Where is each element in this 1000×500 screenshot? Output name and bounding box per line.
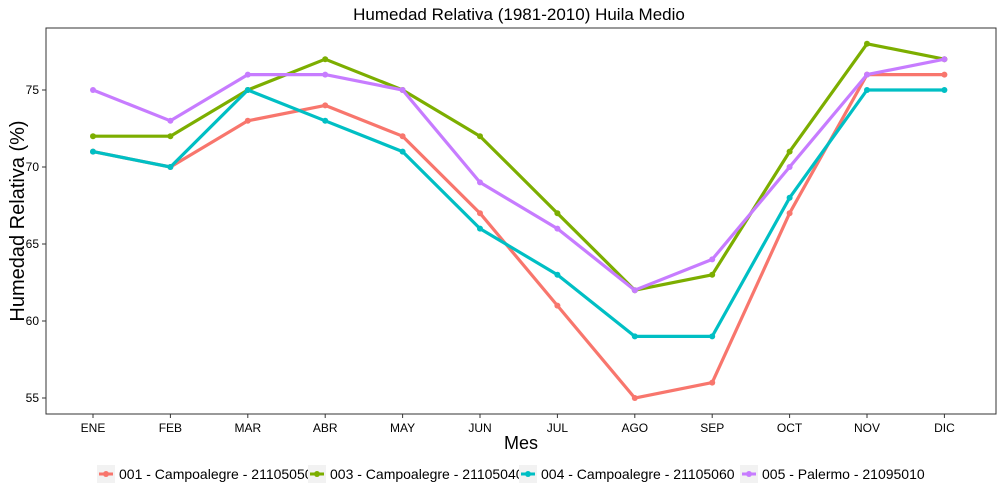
data-point [399, 148, 406, 155]
data-point [322, 102, 329, 109]
data-point [90, 133, 96, 140]
data-point [322, 117, 329, 124]
data-point [554, 271, 561, 278]
legend-item: 001 - Campoalegre - 21105050 [97, 465, 313, 483]
x-tick-label: OCT [777, 421, 803, 435]
x-tick-label: JUN [468, 421, 491, 435]
data-point [90, 87, 96, 93]
series-line [91, 72, 947, 400]
x-tick-label: AGO [621, 421, 648, 435]
y-axis: 55 60 65 70 75 [26, 83, 46, 405]
data-point [864, 87, 870, 93]
y-tick-label: 65 [26, 237, 40, 251]
x-axis-title: Mes [504, 433, 538, 453]
data-point [631, 333, 638, 340]
data-point [941, 71, 948, 78]
data-point [90, 148, 96, 155]
data-point [322, 71, 329, 78]
data-point [554, 225, 561, 232]
data-point [786, 210, 793, 217]
data-point [244, 71, 251, 78]
legend-label: 005 - Palermo - 21095010 [762, 466, 925, 482]
x-tick-label: DIC [934, 421, 955, 435]
data-point [786, 164, 793, 170]
x-tick-label: ENE [81, 421, 106, 435]
data-point [709, 271, 716, 278]
legend-item: 005 - Palermo - 21095010 [740, 465, 925, 483]
data-point [941, 56, 948, 63]
legend-label: 001 - Campoalegre - 21105050 [119, 466, 313, 482]
data-point [399, 87, 406, 93]
data-point [167, 117, 174, 124]
x-tick-label: NOV [854, 421, 880, 435]
series-line [91, 88, 947, 338]
data-point [322, 56, 329, 63]
x-tick-label: MAY [390, 421, 415, 435]
series-layer [90, 40, 948, 401]
data-point [554, 210, 561, 217]
data-point [786, 194, 793, 201]
x-tick-label: JUL [547, 421, 569, 435]
y-tick-label: 60 [26, 314, 40, 328]
x-axis: ENE FEB MAR ABR MAY JUN JUL AGO SEP OCT NOV DIC [81, 414, 955, 435]
y-tick-label: 55 [26, 391, 40, 405]
y-tick-label: 70 [26, 160, 40, 174]
data-point [709, 256, 716, 263]
data-point [941, 87, 948, 93]
data-point [864, 71, 870, 78]
legend-key-point [103, 471, 109, 477]
legend-label: 004 - Campoalegre - 21105060 [541, 466, 735, 482]
x-tick-label: ABR [313, 421, 338, 435]
y-tick-label: 75 [26, 83, 40, 97]
data-point [554, 302, 561, 309]
x-tick-label: FEB [159, 421, 182, 435]
legend-key-point [525, 471, 531, 477]
data-point [399, 133, 406, 140]
x-tick-label: SEP [700, 421, 724, 435]
y-axis-title: Humedad Relativa (%) [7, 120, 29, 321]
legend-item: 003 - Campoalegre - 21105040 [308, 465, 524, 483]
data-point [786, 148, 793, 155]
data-point [477, 133, 483, 140]
plot-panel [45, 27, 997, 415]
data-point [477, 210, 483, 217]
data-point [477, 179, 483, 186]
data-point [167, 164, 174, 170]
legend-key-point [314, 471, 320, 477]
series-3 [90, 87, 948, 340]
data-point [709, 333, 716, 340]
legend-label: 003 - Campoalegre - 21105040 [330, 466, 524, 482]
data-point [631, 287, 638, 294]
legend-key-point [746, 471, 752, 477]
data-point [864, 40, 870, 47]
series-4 [90, 56, 948, 294]
series-line [91, 57, 947, 292]
data-point [477, 225, 483, 232]
series-line [91, 42, 947, 292]
legend: 001 - Campoalegre - 21105050 003 - Campoa… [97, 465, 925, 483]
chart-title: Humedad Relativa (1981-2010) Huila Medio [353, 5, 685, 24]
data-point [167, 133, 174, 140]
data-point [244, 117, 251, 124]
data-point [631, 395, 638, 401]
data-point [709, 379, 716, 386]
data-point [244, 87, 251, 93]
legend-item: 004 - Campoalegre - 21105060 [519, 465, 735, 483]
x-tick-label: MAR [234, 421, 261, 435]
